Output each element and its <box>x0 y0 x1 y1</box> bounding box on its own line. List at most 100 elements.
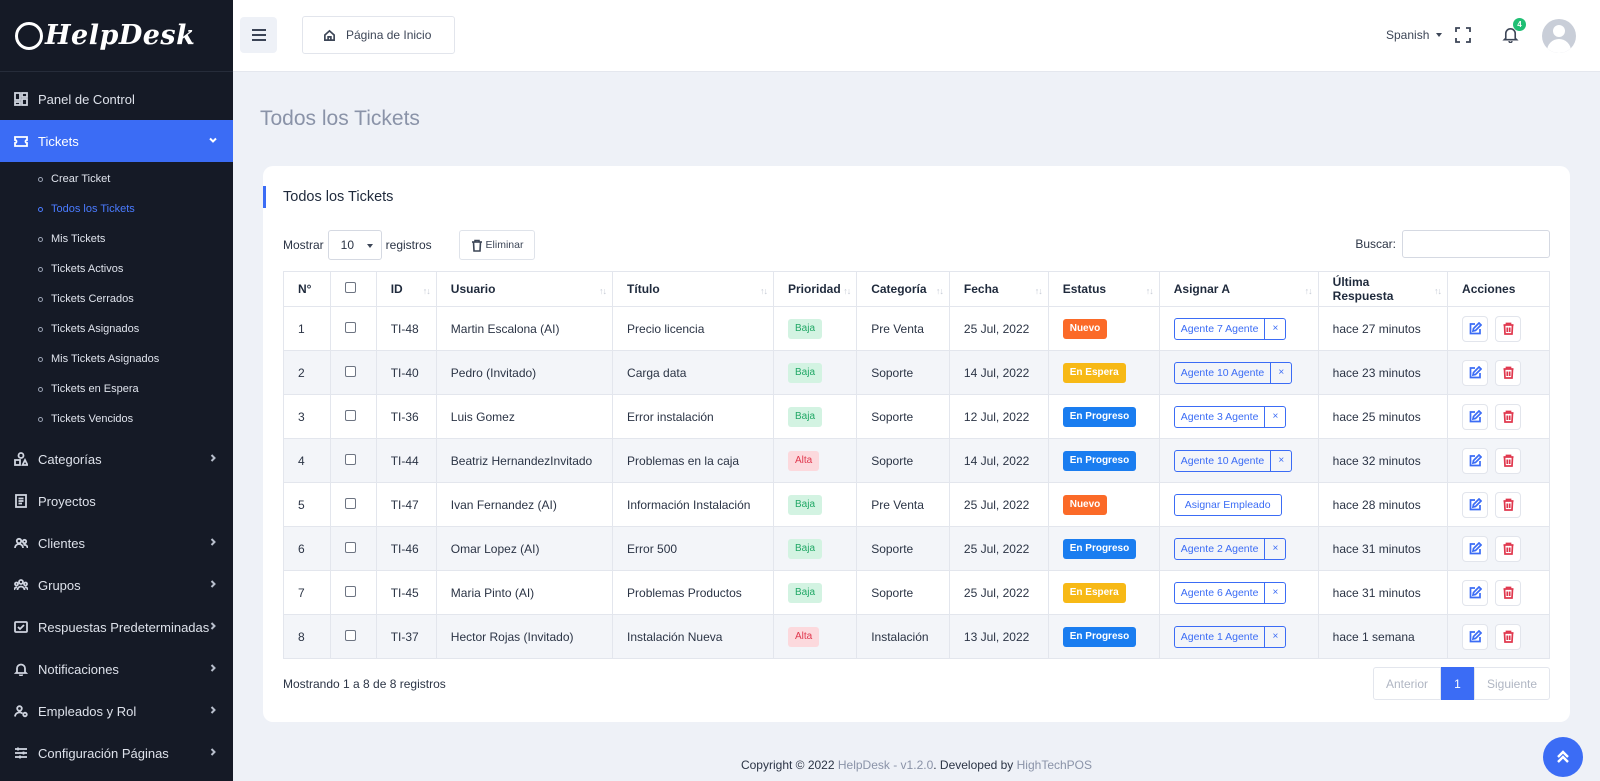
user-gear-icon <box>14 704 28 718</box>
delete-button[interactable] <box>1495 315 1522 342</box>
submenu-item[interactable]: Tickets Vencidos <box>0 404 233 434</box>
cell-last-reply: hace 1 semana <box>1317 614 1449 659</box>
row-checkbox[interactable] <box>344 453 356 465</box>
submenu-item[interactable]: Crear Ticket <box>0 164 233 194</box>
sidebar-item-respuestas-predeterminadas[interactable]: Respuestas Predeterminadas <box>0 606 233 648</box>
menu-toggle-button[interactable] <box>240 17 277 53</box>
remove-agent-icon[interactable]: × <box>1264 318 1285 339</box>
row-checkbox[interactable] <box>344 541 356 553</box>
edit-button[interactable] <box>1462 623 1489 650</box>
column-header[interactable]: Última Respuesta ↑↓ <box>1317 271 1449 307</box>
remove-agent-icon[interactable]: × <box>1264 406 1285 427</box>
delete-button[interactable] <box>1495 403 1522 430</box>
edit-button[interactable] <box>1462 579 1489 606</box>
sidebar-item-grupos[interactable]: Grupos <box>0 564 233 606</box>
remove-agent-icon[interactable]: × <box>1270 450 1291 471</box>
submenu-item[interactable]: Tickets Activos <box>0 254 233 284</box>
notifications-button[interactable] <box>1502 26 1520 44</box>
page-size-select[interactable]: 10 <box>327 230 382 260</box>
delete-button[interactable] <box>1495 623 1522 650</box>
submenu-item[interactable]: Tickets Cerrados <box>0 284 233 314</box>
assigned-agent-name[interactable]: Agente 10 Agente <box>1180 454 1265 467</box>
sidebar-item-configuracion-paginas[interactable]: Configuración Páginas <box>0 732 233 774</box>
logo-text: HelpDesk <box>45 20 196 51</box>
submenu-item[interactable]: Todos los Tickets <box>0 194 233 224</box>
footer-developed-by: . Developed by <box>933 758 1017 772</box>
cell-user: Beatriz HernandezInvitado <box>435 438 614 483</box>
delete-button[interactable] <box>1495 491 1522 518</box>
assigned-agent-tag: Agente 2 Agente × <box>1173 537 1287 560</box>
assigned-agent-name[interactable]: Agente 3 Agente <box>1180 410 1259 423</box>
column-header[interactable]: Asignar A ↑↓ <box>1158 271 1319 307</box>
logo[interactable]: HelpDesk <box>0 0 233 72</box>
sidebar-item-label: Clientes <box>38 535 85 551</box>
cell-id: TI-45 <box>375 570 437 615</box>
scroll-to-top-button[interactable] <box>1543 737 1583 777</box>
submenu-item[interactable]: Tickets Asignados <box>0 314 233 344</box>
edit-button[interactable] <box>1462 535 1489 562</box>
assign-employee-button[interactable]: Asignar Empleado <box>1173 493 1282 516</box>
pagination-next[interactable]: Siguiente <box>1474 667 1550 700</box>
select-all-checkbox[interactable] <box>344 282 356 293</box>
row-checkbox[interactable] <box>344 497 356 509</box>
remove-agent-icon[interactable]: × <box>1264 538 1285 559</box>
search-input[interactable] <box>1402 230 1550 258</box>
pagination-page[interactable]: 1 <box>1441 667 1474 700</box>
row-checkbox[interactable] <box>344 629 356 641</box>
column-header-label: Última Respuesta <box>1332 275 1394 303</box>
sidebar-item-notificaciones[interactable]: Notificaciones <box>0 648 233 690</box>
bulk-delete-button[interactable]: Eliminar <box>459 230 535 260</box>
cell-id: TI-36 <box>375 394 437 439</box>
user-avatar[interactable] <box>1542 19 1576 53</box>
column-header[interactable]: Categoría ↑↓ <box>856 271 950 307</box>
pagination-previous[interactable]: Anterior <box>1373 667 1441 700</box>
column-header[interactable]: Título ↑↓ <box>612 271 774 307</box>
edit-button[interactable] <box>1462 447 1489 474</box>
delete-button[interactable] <box>1495 535 1522 562</box>
delete-button[interactable] <box>1495 579 1522 606</box>
column-header[interactable]: Fecha ↑↓ <box>948 271 1049 307</box>
sidebar-item-clientes[interactable]: Clientes <box>0 522 233 564</box>
footer-product-link[interactable]: HelpDesk - v1.2.0 <box>837 758 934 772</box>
column-header[interactable]: ID ↑↓ <box>375 271 437 307</box>
assigned-agent-name[interactable]: Agente 1 Agente <box>1180 630 1259 643</box>
edit-button[interactable] <box>1462 315 1489 342</box>
sidebar-item-categorias[interactable]: Categorías <box>0 438 233 480</box>
edit-button[interactable] <box>1462 359 1489 386</box>
fullscreen-button[interactable] <box>1455 27 1471 43</box>
sidebar-item-empleados-y-rol[interactable]: Empleados y Rol <box>0 690 233 732</box>
ticket-date: 14 Jul, 2022 <box>963 453 1030 468</box>
remove-agent-icon[interactable]: × <box>1270 362 1291 383</box>
language-selector[interactable]: Spanish <box>1386 28 1443 42</box>
ticket-category: Soporte <box>871 453 914 468</box>
remove-agent-icon[interactable]: × <box>1264 582 1285 603</box>
row-checkbox[interactable] <box>344 409 356 421</box>
edit-button[interactable] <box>1462 403 1489 430</box>
ticket-date: 14 Jul, 2022 <box>963 365 1030 380</box>
submenu-item[interactable]: Tickets en Espera <box>0 374 233 404</box>
submenu-item[interactable]: Mis Tickets <box>0 224 233 254</box>
remove-agent-icon[interactable]: × <box>1264 626 1285 647</box>
assigned-agent-name[interactable]: Agente 2 Agente <box>1180 542 1259 555</box>
column-header[interactable]: Prioridad ↑↓ <box>772 271 858 307</box>
column-header[interactable]: Estatus ↑↓ <box>1047 271 1160 307</box>
row-checkbox[interactable] <box>344 365 356 377</box>
assigned-agent-name[interactable]: Agente 10 Agente <box>1180 366 1265 379</box>
submenu-item[interactable]: Mis Tickets Asignados <box>0 344 233 374</box>
row-checkbox[interactable] <box>344 585 356 597</box>
assigned-agent-name[interactable]: Agente 7 Agente <box>1180 322 1259 335</box>
assigned-agent-name[interactable]: Agente 6 Agente <box>1180 586 1259 599</box>
delete-button[interactable] <box>1495 447 1522 474</box>
column-header[interactable]: Usuario ↑↓ <box>435 271 614 307</box>
ticket-date: 25 Jul, 2022 <box>963 541 1030 556</box>
row-checkbox[interactable] <box>344 321 356 333</box>
home-button[interactable]: Página de Inicio <box>302 16 455 54</box>
cell-status: Nuevo <box>1047 482 1160 527</box>
footer-company-link[interactable]: HighTechPOS <box>1016 758 1093 772</box>
delete-button[interactable] <box>1495 359 1522 386</box>
sidebar-item-tickets[interactable]: Tickets <box>0 120 233 162</box>
sidebar-item-proyectos[interactable]: Proyectos <box>0 480 233 522</box>
submenu-item-label: Tickets Vencidos <box>51 413 134 425</box>
sidebar-item-panel-de-control[interactable]: Panel de Control <box>0 78 233 120</box>
edit-button[interactable] <box>1462 491 1489 518</box>
